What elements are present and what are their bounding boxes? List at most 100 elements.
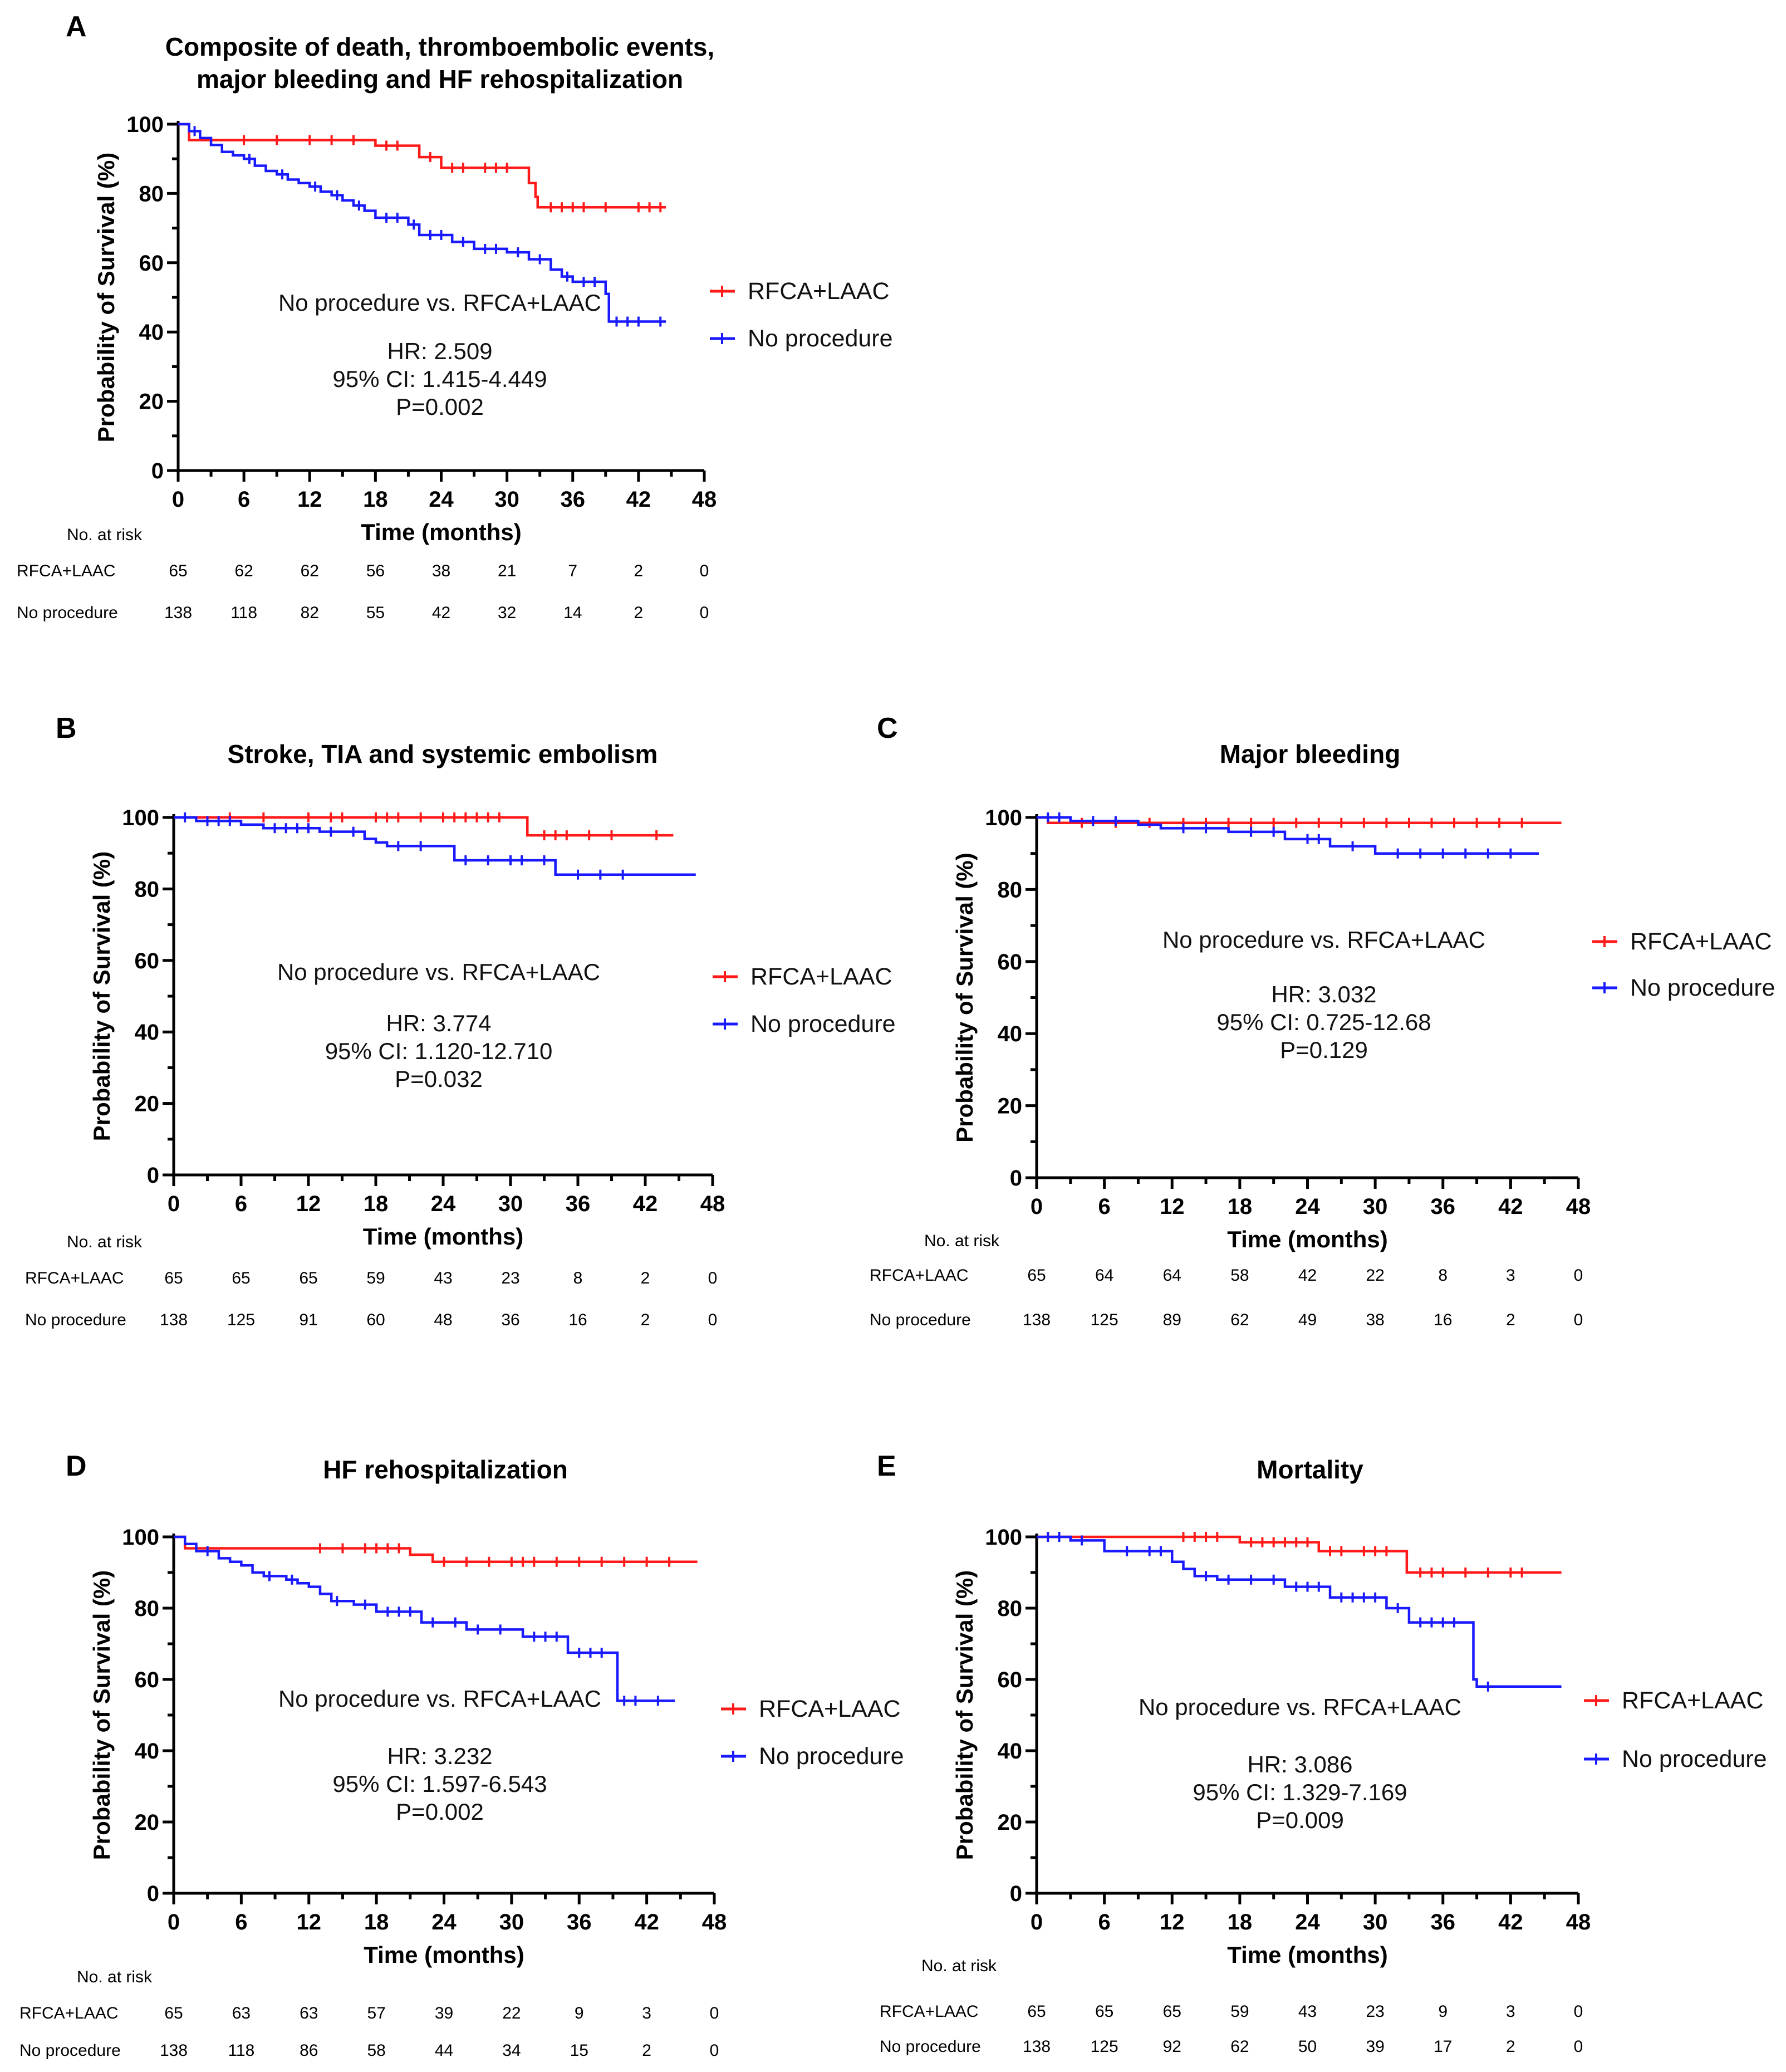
y-tick-label: 20 (998, 1094, 1023, 1119)
y-tick-label: 0 (147, 1163, 159, 1188)
series-line-no-procedure (174, 816, 696, 876)
risk-count: 138 (160, 2041, 188, 2060)
risk-count: 59 (1230, 2002, 1249, 2021)
y-tick-label: 80 (135, 877, 160, 902)
risk-count: 65 (232, 1269, 250, 1287)
y-tick-label: 80 (998, 1596, 1023, 1621)
risk-count: 62 (1230, 2037, 1249, 2056)
risk-count: 17 (1434, 2037, 1452, 2056)
hazard-ratio: HR: 2.509 (387, 338, 492, 364)
risk-table-header: No. at risk (921, 1957, 997, 1975)
y-tick-label: 100 (122, 806, 159, 830)
risk-count: 3 (1506, 2002, 1515, 2021)
risk-count: 39 (435, 2004, 453, 2022)
risk-count: 42 (432, 604, 450, 622)
risk-count: 0 (700, 562, 709, 580)
risk-count: 65 (299, 1269, 317, 1287)
series-line-rfca-laac (174, 1535, 698, 1564)
y-tick-label: 20 (998, 1810, 1023, 1835)
risk-count: 65 (1027, 2002, 1046, 2021)
p-value: P=0.129 (1280, 1037, 1368, 1063)
y-tick-label: 80 (998, 878, 1023, 902)
y-tick-label: 0 (147, 1882, 159, 1906)
risk-count: 62 (301, 562, 319, 580)
y-tick-label: 60 (139, 251, 164, 276)
risk-row-label: No procedure (880, 2037, 981, 2056)
risk-row-label: RFCA+LAAC (19, 2004, 119, 2022)
p-value: P=0.009 (1256, 1807, 1344, 1833)
risk-count: 8 (1438, 1266, 1448, 1285)
series-line-no-procedure (178, 123, 666, 323)
risk-count: 3 (1506, 1266, 1515, 1285)
y-tick-label: 60 (135, 1668, 160, 1692)
x-tick-label: 48 (702, 1910, 727, 1934)
risk-count: 38 (1366, 1311, 1384, 1329)
x-tick-label: 48 (692, 487, 717, 512)
y-tick-label: 40 (998, 1022, 1023, 1046)
risk-count: 62 (234, 562, 253, 580)
p-value: P=0.002 (396, 394, 484, 420)
risk-row-label: No procedure (870, 1311, 971, 1329)
confidence-interval: 95% CI: 1.120-12.710 (325, 1038, 553, 1064)
risk-count: 16 (568, 1311, 587, 1329)
risk-row-label: No procedure (25, 1311, 126, 1329)
risk-row-label: No procedure (19, 2041, 121, 2060)
risk-count: 65 (1163, 2002, 1181, 2021)
x-tick-label: 12 (297, 1910, 322, 1934)
risk-count: 2 (1506, 2037, 1515, 2056)
risk-count: 23 (501, 1269, 519, 1287)
risk-table-header: No. at risk (67, 1233, 143, 1251)
chart-panel-a: A Composite of death, thromboembolic even… (17, 11, 893, 622)
x-axis-title: Time (months) (1227, 1942, 1388, 1968)
risk-table-header: No. at risk (67, 526, 143, 544)
series-line-no-procedure (1037, 1535, 1562, 1688)
risk-count: 9 (1438, 2002, 1448, 2021)
y-tick-label: 40 (135, 1020, 160, 1045)
x-tick-label: 36 (566, 1192, 591, 1216)
chart-title: Major bleeding (1220, 739, 1401, 768)
y-tick-label: 0 (1010, 1166, 1022, 1191)
legend-label-no-procedure: No procedure (1630, 974, 1775, 1001)
risk-table-header: No. at risk (77, 1968, 153, 1986)
comparison-label: No procedure vs. RFCA+LAAC (277, 959, 600, 985)
risk-count: 89 (1163, 1311, 1181, 1329)
risk-count: 125 (227, 1311, 255, 1329)
risk-count: 62 (1230, 1311, 1249, 1329)
p-value: P=0.002 (396, 1799, 484, 1825)
x-tick-label: 24 (431, 1910, 457, 1934)
risk-count: 64 (1163, 1266, 1181, 1285)
x-axis-title: Time (months) (1227, 1226, 1388, 1252)
y-tick-label: 60 (998, 1668, 1023, 1692)
legend-label-no-procedure: No procedure (748, 325, 893, 352)
x-tick-label: 18 (364, 1192, 389, 1216)
risk-count: 44 (435, 2041, 453, 2060)
x-tick-label: 6 (238, 487, 250, 512)
chart-title: Composite of death, thromboembolic event… (165, 32, 715, 61)
series-line-no-procedure (174, 1535, 675, 1702)
risk-count: 22 (502, 2004, 521, 2022)
x-tick-label: 30 (1363, 1194, 1388, 1219)
risk-count: 65 (164, 2004, 183, 2022)
x-tick-label: 24 (429, 487, 454, 512)
legend-label-rfca-laac: RFCA+LAAC (759, 1696, 901, 1722)
y-axis-title: Probability of Survival (%) (951, 853, 978, 1142)
y-tick-label: 60 (998, 950, 1023, 974)
risk-count: 22 (1366, 1266, 1384, 1285)
x-axis-title: Time (months) (364, 1942, 524, 1968)
risk-count: 65 (1095, 2002, 1113, 2021)
risk-count: 14 (563, 604, 582, 622)
risk-count: 138 (164, 604, 192, 622)
risk-count: 0 (1574, 2037, 1583, 2056)
risk-count: 43 (434, 1269, 452, 1287)
comparison-label: No procedure vs. RFCA+LAAC (1139, 1694, 1461, 1720)
confidence-interval: 95% CI: 0.725-12.68 (1216, 1009, 1431, 1035)
legend-label-no-procedure: No procedure (750, 1011, 896, 1037)
risk-row-label: RFCA+LAAC (25, 1269, 124, 1287)
confidence-interval: 95% CI: 1.415-4.449 (332, 366, 547, 392)
risk-count: 63 (300, 2004, 318, 2022)
chart-title: Stroke, TIA and systemic embolism (228, 739, 658, 768)
y-tick-label: 0 (1010, 1882, 1022, 1906)
risk-count: 64 (1095, 1266, 1113, 1285)
